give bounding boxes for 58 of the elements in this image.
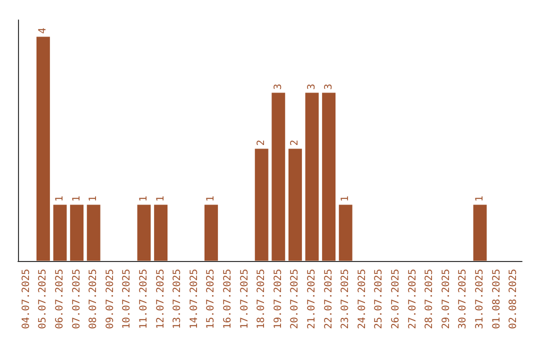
- x-tick-label: 19.07.2025: [272, 268, 284, 330]
- x-tick-label: 31.07.2025: [474, 268, 486, 330]
- x-tick-label: 14.07.2025: [188, 268, 200, 330]
- x-tick-label: 22.07.2025: [323, 268, 334, 330]
- data-label: 1: [71, 196, 82, 202]
- x-tick-label: 09.07.2025: [104, 268, 116, 330]
- bar: [473, 204, 487, 261]
- x-tick-label: 13.07.2025: [172, 268, 184, 330]
- data-label: 1: [155, 196, 166, 202]
- x-tick-label: 25.07.2025: [374, 268, 385, 330]
- x-tick-label: 01.08.2025: [491, 268, 502, 330]
- data-label: 3: [323, 84, 334, 90]
- data-label: 1: [138, 196, 150, 202]
- bar: [53, 204, 67, 261]
- data-label: 3: [306, 84, 318, 90]
- x-tick-label: 08.07.2025: [88, 268, 100, 330]
- x-tick-label: 28.07.2025: [424, 268, 436, 330]
- x-tick-label: 17.07.2025: [239, 268, 250, 330]
- bar: [137, 204, 151, 261]
- data-label: 1: [88, 196, 100, 202]
- x-tick-label: 07.07.2025: [71, 268, 82, 330]
- data-label: 4: [38, 28, 49, 34]
- x-tick-label: 18.07.2025: [256, 268, 268, 330]
- x-tick-label: 11.07.2025: [138, 268, 150, 330]
- bar: [338, 204, 352, 261]
- data-label: 1: [340, 196, 352, 202]
- bar: [288, 148, 302, 261]
- x-tick-label: 12.07.2025: [155, 268, 166, 330]
- x-tick-label: 15.07.2025: [206, 268, 217, 330]
- x-tick-label: 27.07.2025: [407, 268, 418, 330]
- x-tick-label: 21.07.2025: [306, 268, 318, 330]
- x-tick-label: 10.07.2025: [122, 268, 133, 330]
- bar: [154, 204, 168, 261]
- x-tick-label: 06.07.2025: [54, 268, 66, 330]
- bar: [272, 92, 286, 261]
- bar: [305, 92, 319, 261]
- bar: [322, 92, 336, 261]
- data-label: 1: [474, 196, 486, 202]
- x-tick-label: 30.07.2025: [458, 268, 469, 330]
- data-label: 2: [290, 140, 301, 146]
- bar: [254, 148, 268, 261]
- x-tick-label: 02.08.2025: [508, 268, 520, 330]
- data-label: 3: [272, 84, 284, 90]
- x-tick-label: 24.07.2025: [356, 268, 368, 330]
- x-tick-label: 05.07.2025: [38, 268, 49, 330]
- data-label: 2: [256, 140, 268, 146]
- bar: [70, 204, 84, 261]
- data-label: 1: [54, 196, 66, 202]
- bar: [204, 204, 218, 261]
- data-label: 1: [206, 196, 217, 202]
- x-tick-label: 16.07.2025: [222, 268, 234, 330]
- x-tick-label: 20.07.2025: [290, 268, 301, 330]
- x-tick-label: 29.07.2025: [440, 268, 452, 330]
- x-tick-label: 26.07.2025: [390, 268, 402, 330]
- x-tick-label: 23.07.2025: [340, 268, 352, 330]
- x-tick-label: 04.07.2025: [20, 268, 32, 330]
- bar: [36, 36, 50, 261]
- bar: [86, 204, 100, 261]
